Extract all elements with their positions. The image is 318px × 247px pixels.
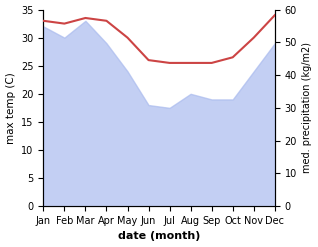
Y-axis label: max temp (C): max temp (C): [5, 72, 16, 144]
Y-axis label: med. precipitation (kg/m2): med. precipitation (kg/m2): [302, 42, 313, 173]
X-axis label: date (month): date (month): [118, 231, 200, 242]
